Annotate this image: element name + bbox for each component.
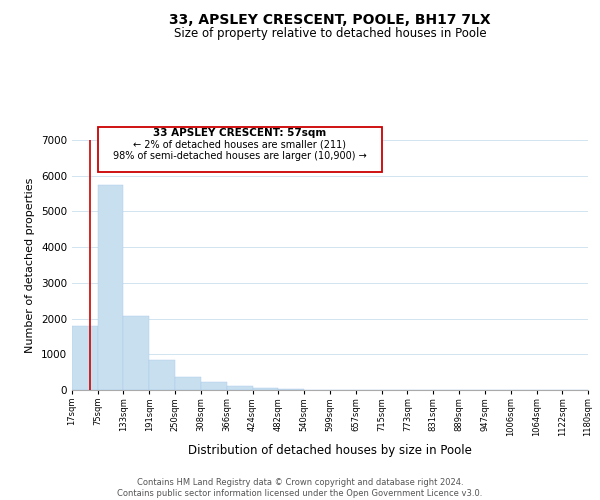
Bar <box>278 389 304 390</box>
Bar <box>227 386 253 390</box>
Bar <box>149 360 175 390</box>
Text: 98% of semi-detached houses are larger (10,900) →: 98% of semi-detached houses are larger (… <box>113 151 367 161</box>
Text: Contains HM Land Registry data © Crown copyright and database right 2024.
Contai: Contains HM Land Registry data © Crown c… <box>118 478 482 498</box>
Text: ← 2% of detached houses are smaller (211): ← 2% of detached houses are smaller (211… <box>133 140 346 149</box>
Bar <box>124 316 149 390</box>
Text: Size of property relative to detached houses in Poole: Size of property relative to detached ho… <box>173 28 487 40</box>
Text: 33, APSLEY CRESCENT, POOLE, BH17 7LX: 33, APSLEY CRESCENT, POOLE, BH17 7LX <box>169 12 491 26</box>
X-axis label: Distribution of detached houses by size in Poole: Distribution of detached houses by size … <box>188 444 472 458</box>
Bar <box>201 382 227 390</box>
Bar <box>72 326 98 390</box>
Text: 33 APSLEY CRESCENT: 57sqm: 33 APSLEY CRESCENT: 57sqm <box>153 128 326 138</box>
Bar <box>253 388 278 390</box>
Bar <box>175 376 201 390</box>
FancyBboxPatch shape <box>98 128 382 172</box>
Bar <box>98 185 124 390</box>
Y-axis label: Number of detached properties: Number of detached properties <box>25 178 35 352</box>
